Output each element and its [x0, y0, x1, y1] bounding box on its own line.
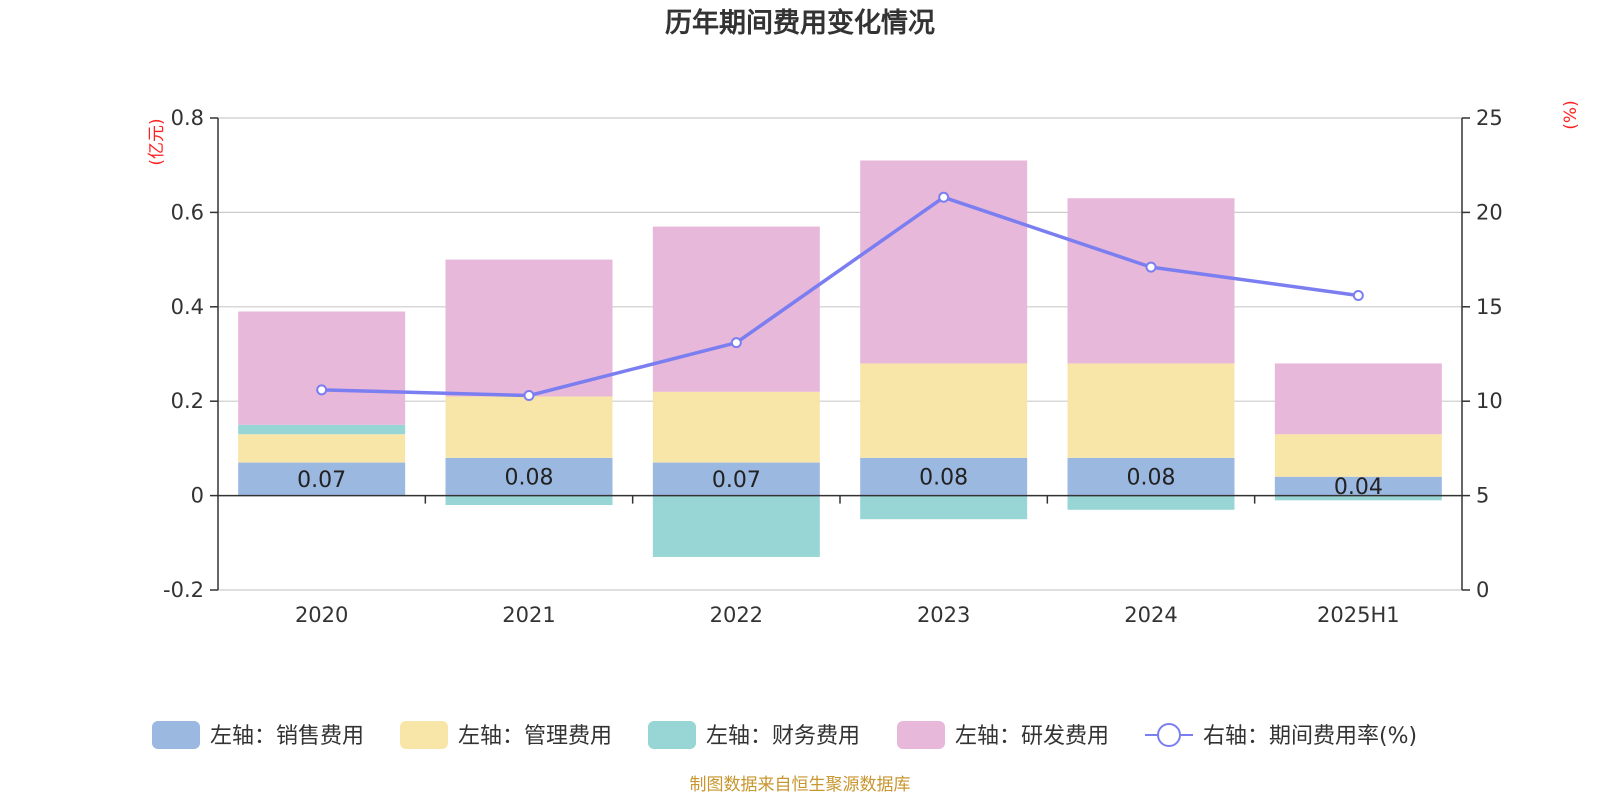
bar-segment — [652, 462, 820, 496]
legend-label: 左轴：财务费用 — [706, 724, 860, 749]
bar-data-label: 0.04 — [1334, 475, 1383, 500]
bar-segment — [1274, 363, 1442, 435]
bar-data-label: 0.08 — [1127, 466, 1176, 491]
legend-label: 左轴：研发费用 — [955, 724, 1109, 749]
x-axis-tick-label: 2025H1 — [1317, 603, 1400, 627]
bar-segment — [860, 457, 1028, 496]
left-axis-tick-label: 0.6 — [171, 200, 204, 224]
rate-point — [1352, 289, 1364, 301]
legend-swatch — [400, 721, 448, 749]
bar-segment — [238, 311, 406, 425]
legend-label: 左轴：销售费用 — [210, 724, 364, 749]
bar-segment — [652, 226, 820, 392]
x-axis-tick-label: 2020 — [295, 603, 348, 627]
left-axis-tick-label: 0.4 — [171, 295, 204, 319]
legend-marker — [1157, 723, 1181, 747]
bar-data-label: 0.08 — [919, 466, 968, 491]
right-axis-tick-label: 0 — [1476, 578, 1489, 602]
bar-segment — [445, 495, 613, 506]
rate-point — [316, 384, 328, 396]
grid-lines — [218, 117, 1462, 591]
bar-series — [238, 160, 1442, 557]
rate-point — [523, 390, 535, 402]
bar-segment — [238, 424, 406, 435]
data-labels: 0.07 0.08 0.07 0.08 0.08 0.04 — [297, 466, 1383, 500]
bar-segment — [238, 434, 406, 463]
bar-segment — [1067, 198, 1235, 364]
legend-swatch — [648, 721, 696, 749]
left-axis-unit: (亿元) — [147, 118, 167, 165]
bar-data-label: 0.08 — [505, 466, 554, 491]
x-axis-tick-label: 2022 — [710, 603, 763, 627]
rate-point — [1145, 261, 1157, 273]
right-axis-unit: (%) — [1561, 100, 1581, 129]
bar-segment — [238, 462, 406, 496]
left-axis-tick-label: 0.8 — [171, 106, 204, 130]
bar-segment — [1274, 495, 1442, 501]
bar-segment — [1274, 476, 1442, 496]
bar-segment — [1274, 434, 1442, 477]
legend-swatch — [152, 721, 200, 749]
source-note: 制图数据来自恒生聚源数据库 — [690, 775, 911, 795]
bar-segment — [445, 457, 613, 496]
right-axis-tick-label: 20 — [1476, 200, 1503, 224]
bar-segment — [860, 495, 1028, 520]
right-axis-tick-label: 5 — [1476, 484, 1489, 508]
x-axis-tick-label: 2023 — [917, 603, 970, 627]
left-axis-tick-label: 0.2 — [171, 389, 204, 413]
bar-segment — [445, 396, 613, 458]
x-axis-tick-label: 2024 — [1124, 603, 1177, 627]
left-axis-tick-label: 0 — [191, 484, 204, 508]
bar-data-label: 0.07 — [712, 468, 761, 493]
right-axis-tick-label: 15 — [1476, 295, 1503, 319]
rate-point — [730, 337, 742, 349]
legend-label: 左轴：管理费用 — [458, 724, 612, 749]
x-axis-tick-label: 2021 — [502, 603, 555, 627]
bar-segment — [1067, 363, 1235, 458]
bar-data-label: 0.07 — [297, 468, 346, 493]
bar-segment — [860, 363, 1028, 458]
legend: 左轴：销售费用 左轴：管理费用 左轴：财务费用 左轴：研发费用 右轴：期间费用率(%) — [152, 721, 1417, 749]
rate-line — [321, 195, 1359, 398]
bar-segment — [445, 259, 613, 397]
bar-segment — [1067, 457, 1235, 496]
bar-segment — [652, 495, 820, 557]
left-axis-tick-label: -0.2 — [163, 578, 204, 602]
legend-label: 右轴：期间费用率(%) — [1203, 724, 1417, 749]
rate-line-series — [316, 191, 1364, 402]
bar-segment — [652, 391, 820, 463]
right-axis-tick-label: 10 — [1476, 389, 1503, 413]
right-axis-tick-label: 25 — [1476, 106, 1503, 130]
bar-segment — [1067, 495, 1235, 510]
legend-swatch — [897, 721, 945, 749]
axes: -0.2 0 0.2 0.4 0.6 0.8 0 5 10 15 20 25 2020 2021 2022 2… — [163, 106, 1503, 627]
chart-title: 历年期间费用变化情况 — [665, 7, 935, 39]
rate-point — [938, 191, 950, 203]
bar-segment — [860, 160, 1028, 364]
